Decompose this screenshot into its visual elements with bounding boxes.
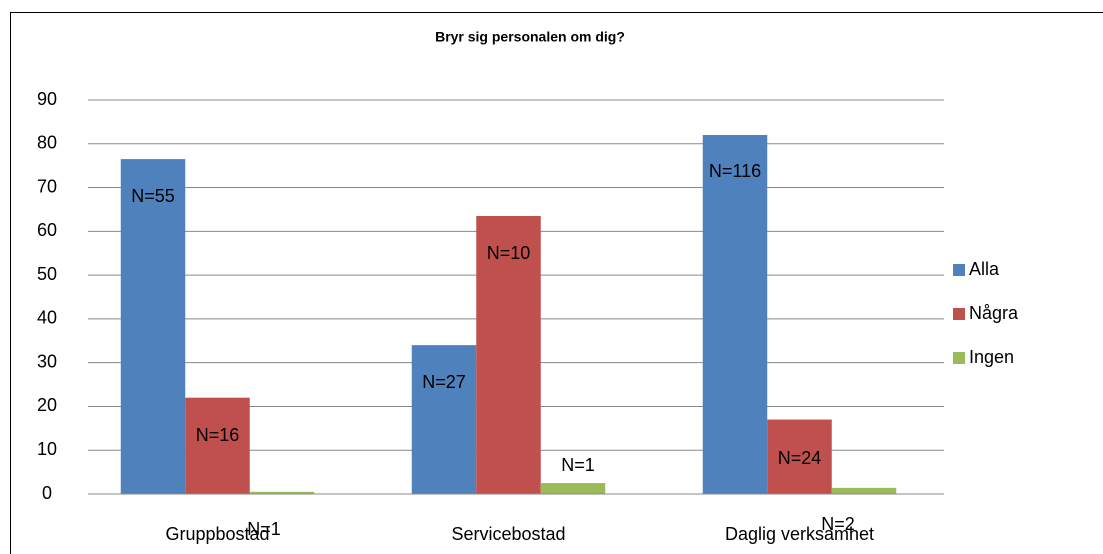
data-label: N=24 xyxy=(778,448,822,468)
data-label: N=116 xyxy=(709,161,761,181)
bar xyxy=(411,345,477,494)
legend-label: Ingen xyxy=(969,347,1014,367)
y-tick-label: 30 xyxy=(37,351,57,371)
data-label: N=1 xyxy=(247,519,281,539)
y-tick-label: 70 xyxy=(37,176,57,196)
bar xyxy=(702,135,768,494)
legend-label: Några xyxy=(969,303,1019,323)
legend-label: Alla xyxy=(969,259,1000,279)
y-tick-label: 80 xyxy=(37,133,57,153)
data-label: N=16 xyxy=(196,425,240,445)
bar xyxy=(540,483,606,494)
bar xyxy=(831,487,897,494)
data-label: N=1 xyxy=(561,455,595,475)
legend-swatch xyxy=(953,308,965,320)
y-tick-label: 50 xyxy=(37,264,57,284)
chart-title: Bryr sig personalen om dig? xyxy=(435,29,625,45)
y-tick-label: 90 xyxy=(37,89,57,109)
y-tick-label: 0 xyxy=(42,483,52,503)
data-label: N=2 xyxy=(821,514,855,534)
bar xyxy=(476,216,541,494)
x-tick-label: Gruppbostad xyxy=(165,524,269,544)
data-label: N=10 xyxy=(487,243,531,263)
legend-swatch xyxy=(953,264,965,276)
x-tick-label: Servicebostad xyxy=(451,524,565,544)
y-tick-label: 40 xyxy=(37,308,57,328)
data-label: N=55 xyxy=(131,186,175,206)
bar xyxy=(120,159,186,494)
data-label: N=27 xyxy=(422,372,466,392)
bar xyxy=(767,419,832,494)
y-tick-label: 20 xyxy=(37,395,57,415)
x-tick-label: Daglig verksamhet xyxy=(725,524,874,544)
legend-swatch xyxy=(953,352,965,364)
y-tick-label: 60 xyxy=(37,220,57,240)
y-tick-label: 10 xyxy=(37,439,57,459)
bar xyxy=(185,397,250,494)
bar xyxy=(249,491,315,494)
